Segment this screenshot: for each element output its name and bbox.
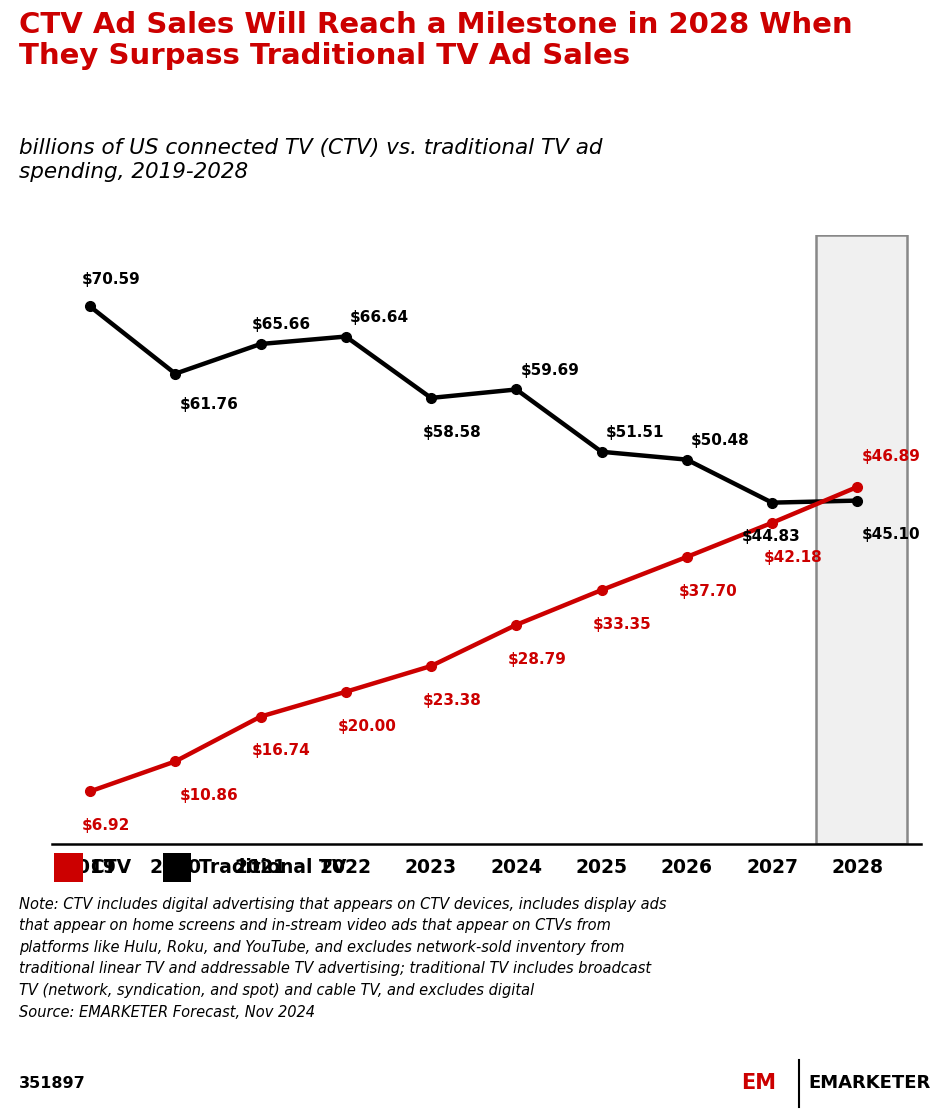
Text: $70.59: $70.59 [82,273,140,287]
Text: EM: EM [741,1073,776,1093]
Text: $44.83: $44.83 [743,530,801,544]
Text: $45.10: $45.10 [862,528,920,542]
Text: EMARKETER: EMARKETER [808,1074,931,1092]
Bar [55,853,83,882]
Text: $6.92: $6.92 [82,818,130,833]
Text: $65.66: $65.66 [252,318,311,332]
Text: Note: CTV includes digital advertising that appears on CTV devices, includes dis: Note: CTV includes digital advertising t… [19,897,666,1020]
Text: billions of US connected TV (CTV) vs. traditional TV ad
spending, 2019-2028: billions of US connected TV (CTV) vs. tr… [19,138,603,182]
Text: $59.69: $59.69 [521,363,579,378]
Text: CTV Ad Sales Will Reach a Milestone in 2028 When
They Surpass Traditional TV Ad : CTV Ad Sales Will Reach a Milestone in 2… [19,11,853,70]
Text: $46.89: $46.89 [862,449,920,464]
Bar [163,853,192,882]
Text: $16.74: $16.74 [252,743,311,758]
Text: 351897: 351897 [19,1076,86,1091]
Text: CTV: CTV [90,859,132,877]
Text: $33.35: $33.35 [593,617,651,632]
Text: $51.51: $51.51 [605,425,665,440]
Text: $61.76: $61.76 [180,397,239,411]
Text: $50.48: $50.48 [691,433,750,448]
Text: $42.18: $42.18 [763,550,822,565]
Text: $10.86: $10.86 [180,788,239,803]
Text: $23.38: $23.38 [422,693,481,708]
Text: $28.79: $28.79 [508,652,567,666]
Text: $37.70: $37.70 [679,584,737,599]
Text: $66.64: $66.64 [350,310,409,325]
Text: $20.00: $20.00 [337,719,396,733]
Text: Traditional TV: Traditional TV [199,859,347,877]
Text: $58.58: $58.58 [422,425,481,439]
Bar [816,235,907,844]
